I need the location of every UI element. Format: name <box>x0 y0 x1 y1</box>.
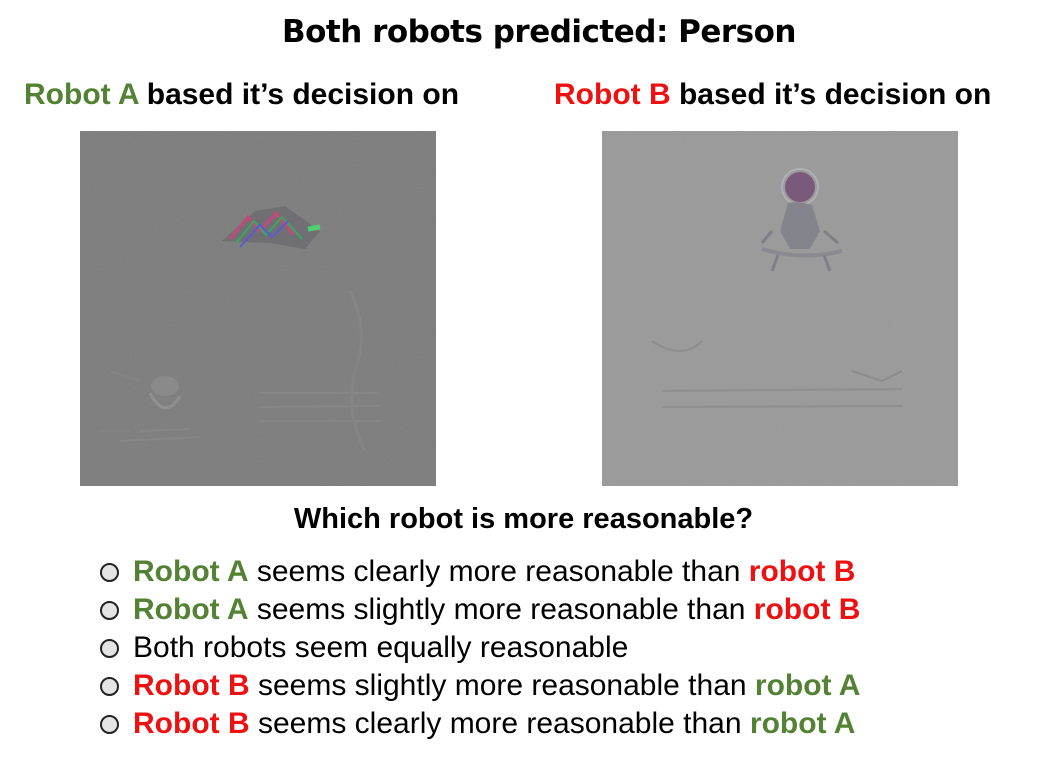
option-label: Robot A seems clearly more reasonable th… <box>133 555 855 589</box>
robot-a-suffix: based it’s decision on <box>138 78 460 111</box>
option-tail: robot A <box>749 707 856 740</box>
answer-options: Robot A seems clearly more reasonable th… <box>100 553 860 743</box>
robot-b-saliency-image <box>602 131 958 486</box>
robot-b-name: Robot B <box>554 78 671 111</box>
option-b-slightly[interactable]: Robot B seems slightly more reasonable t… <box>100 667 860 705</box>
robot-b-label: Robot B based it’s decision on <box>554 78 991 112</box>
radio-circle-icon[interactable] <box>100 676 119 696</box>
robot-a-saliency-image <box>80 131 436 486</box>
option-lead: Robot A <box>133 593 249 626</box>
question-heading: Which robot is more reasonable? <box>293 503 754 535</box>
option-lead: Robot A <box>133 555 249 588</box>
option-label: Both robots seem equally reasonable <box>133 631 628 665</box>
option-middle: seems slightly more reasonable than <box>248 593 754 626</box>
option-tail: robot B <box>748 555 856 588</box>
radio-circle-icon[interactable] <box>100 562 119 582</box>
option-lead: Robot B <box>133 669 250 702</box>
option-a-slightly[interactable]: Robot A seems slightly more reasonable t… <box>100 591 860 629</box>
option-middle: seems clearly more reasonable than <box>248 555 749 588</box>
page-title: Both robots predicted: Person <box>281 14 797 50</box>
option-a-clearly[interactable]: Robot A seems clearly more reasonable th… <box>100 553 860 591</box>
radio-circle-icon[interactable] <box>100 714 119 734</box>
option-tail: robot A <box>754 669 861 702</box>
option-tail: robot B <box>753 593 861 626</box>
option-b-clearly[interactable]: Robot B seems clearly more reasonable th… <box>100 705 860 743</box>
robot-a-label: Robot A based it’s decision on <box>24 78 459 112</box>
option-equal[interactable]: Both robots seem equally reasonable <box>100 629 860 667</box>
option-middle: Both robots seem equally reasonable <box>133 631 629 664</box>
option-lead: Robot B <box>133 707 250 740</box>
option-middle: seems clearly more reasonable than <box>249 707 750 740</box>
option-label: Robot B seems slightly more reasonable t… <box>133 669 860 703</box>
radio-circle-icon[interactable] <box>100 638 119 658</box>
option-label: Robot B seems clearly more reasonable th… <box>133 707 855 741</box>
robot-b-suffix: based it’s decision on <box>670 78 992 111</box>
robot-a-name: Robot A <box>24 78 139 111</box>
option-label: Robot A seems slightly more reasonable t… <box>133 593 860 627</box>
radio-circle-icon[interactable] <box>100 600 119 620</box>
option-middle: seems slightly more reasonable than <box>249 669 755 702</box>
